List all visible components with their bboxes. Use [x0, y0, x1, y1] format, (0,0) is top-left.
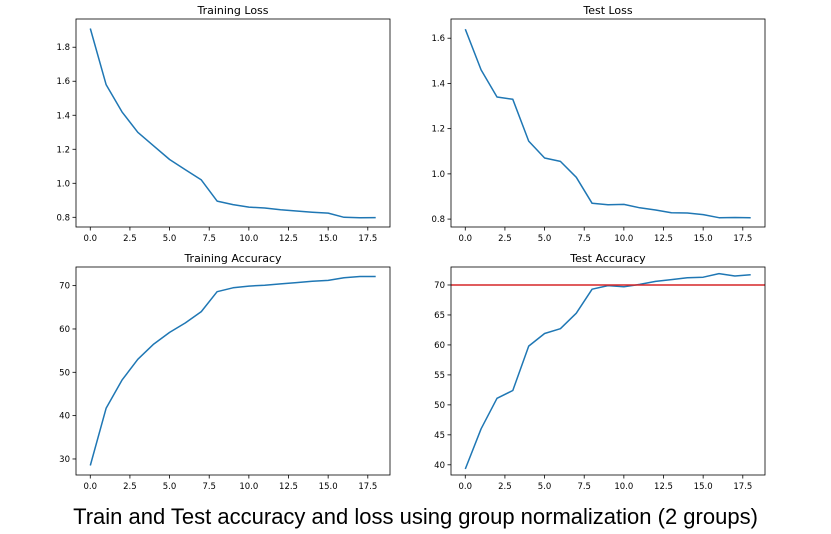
y-tick-label: 1.6 — [431, 34, 445, 44]
x-tick-label: 0.0 — [459, 234, 473, 244]
x-tick-label: 10.0 — [239, 482, 258, 492]
x-tick-label: 0.0 — [459, 482, 473, 492]
x-tick-label: 2.5 — [123, 482, 137, 492]
x-tick-label: 17.5 — [733, 234, 752, 244]
y-tick-label: 1.0 — [56, 179, 70, 189]
x-tick-label: 5.0 — [163, 234, 177, 244]
x-tick-label: 5.0 — [538, 482, 552, 492]
axes-frame — [75, 266, 391, 476]
x-tick-label: 2.5 — [498, 482, 512, 492]
y-tick-label: 70 — [59, 282, 70, 292]
x-tick-label: 15.0 — [319, 482, 338, 492]
x-tick-label: 12.5 — [279, 482, 298, 492]
y-tick-label: 1.4 — [431, 79, 445, 89]
y-tick-label: 0.8 — [431, 215, 445, 225]
x-tick-label: 17.5 — [358, 234, 377, 244]
y-tick-label: 60 — [59, 325, 70, 335]
y-tick-label: 1.2 — [56, 145, 70, 155]
x-tick-label: 10.0 — [239, 234, 258, 244]
subplot-training-loss: Training Loss 0.0 2.5 5.0 7.5 10.0 12.5 15.0 17.… — [56, 4, 391, 244]
x-tick-label: 15.0 — [694, 234, 713, 244]
x-tick-label: 12.5 — [654, 234, 673, 244]
subplot-title: Training Accuracy — [183, 252, 282, 265]
x-tick-label: 10.0 — [614, 482, 633, 492]
y-tick-label: 40 — [59, 412, 70, 422]
series-line — [89, 28, 376, 219]
y-tick-label: 45 — [434, 431, 445, 441]
y-tick-label: 1.0 — [431, 170, 445, 180]
y-tick-label: 60 — [434, 341, 445, 351]
subplot-title: Test Loss — [582, 4, 633, 17]
x-tick-label: 17.5 — [733, 482, 752, 492]
y-tick-label: 50 — [59, 368, 70, 378]
x-tick-label: 12.5 — [654, 482, 673, 492]
subplot-test-loss: Test Loss 0.0 2.5 5.0 7.5 10.0 12.5 15.0 17.5 0.8… — [431, 4, 766, 244]
y-tick-label: 1.6 — [56, 77, 70, 87]
axes-frame — [75, 18, 391, 228]
figure-caption: Train and Test accuracy and loss using g… — [73, 504, 758, 529]
series-line — [464, 272, 751, 470]
x-tick-label: 7.5 — [202, 482, 216, 492]
subplot-title: Test Accuracy — [569, 252, 646, 265]
x-tick-label: 5.0 — [163, 482, 177, 492]
y-tick-label: 50 — [434, 401, 445, 411]
x-tick-label: 7.5 — [577, 482, 591, 492]
series-line — [89, 275, 376, 466]
y-tick-label: 0.8 — [56, 213, 70, 223]
subplot-title: Training Loss — [196, 4, 268, 17]
x-tick-label: 2.5 — [123, 234, 137, 244]
y-tick-label: 1.4 — [56, 111, 70, 121]
subplot-test-accuracy: Test Accuracy 0.0 2.5 5.0 7.5 10.0 12.5 15.0 17.… — [434, 252, 766, 492]
axes-frame — [450, 18, 766, 228]
y-tick-label: 40 — [434, 461, 445, 471]
x-tick-label: 17.5 — [358, 482, 377, 492]
figure: Training Loss 0.0 2.5 5.0 7.5 10.0 12.5 15.0 17.… — [56, 4, 766, 492]
series-line — [464, 28, 751, 219]
y-tick-label: 65 — [434, 311, 445, 321]
x-tick-label: 2.5 — [498, 234, 512, 244]
y-tick-label: 30 — [59, 455, 70, 465]
x-tick-label: 0.0 — [84, 482, 98, 492]
x-tick-label: 10.0 — [614, 234, 633, 244]
y-tick-label: 55 — [434, 371, 445, 381]
x-tick-label: 7.5 — [577, 234, 591, 244]
x-tick-label: 5.0 — [538, 234, 552, 244]
x-tick-label: 7.5 — [202, 234, 216, 244]
x-tick-label: 15.0 — [694, 482, 713, 492]
y-tick-label: 1.2 — [431, 125, 445, 135]
y-tick-label: 70 — [434, 281, 445, 291]
y-tick-label: 1.8 — [56, 43, 70, 53]
x-tick-label: 0.0 — [84, 234, 98, 244]
x-tick-label: 15.0 — [319, 234, 338, 244]
axes-frame — [450, 266, 766, 476]
x-tick-label: 12.5 — [279, 234, 298, 244]
subplot-training-accuracy: Training Accuracy 0.0 2.5 5.0 7.5 10.0 12.5 15.… — [59, 252, 391, 492]
